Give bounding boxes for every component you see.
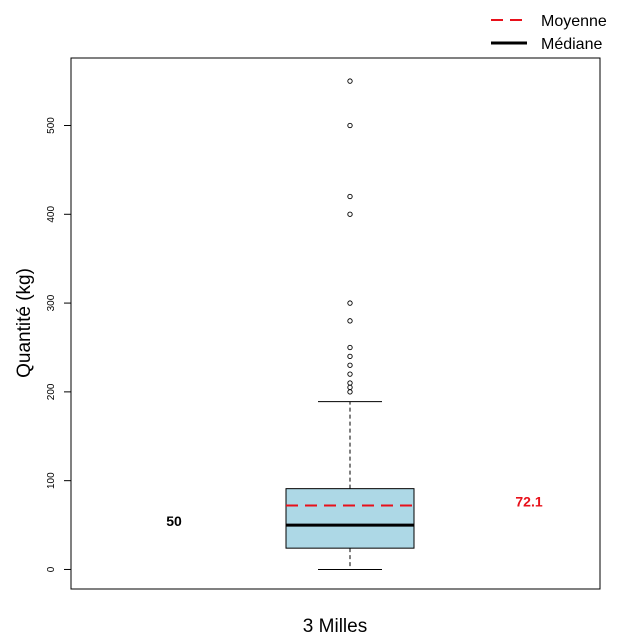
outlier-point	[347, 362, 353, 368]
box-plot	[285, 78, 415, 570]
legend: Moyenne Médiane	[491, 13, 607, 53]
outlier-point	[347, 371, 353, 377]
x-axis-title: 3 Milles	[303, 616, 367, 637]
outlier-point	[347, 122, 353, 129]
y-tick-label: 400	[46, 206, 57, 223]
legend-median-label: Médiane	[541, 36, 602, 53]
outlier-point	[347, 211, 353, 217]
y-axis-title: Quantité (kg)	[14, 268, 35, 378]
y-tick-label: 200	[46, 383, 57, 400]
outlier-point	[347, 384, 353, 391]
outlier-point	[347, 389, 353, 395]
outlier-point	[347, 300, 353, 306]
outlier-point	[347, 193, 353, 200]
y-tick-label: 0	[46, 566, 57, 572]
outlier-point	[347, 353, 353, 360]
y-tick-label: 300	[46, 294, 57, 311]
interquartile-box	[285, 488, 415, 549]
outlier-points	[347, 78, 353, 395]
outlier-point	[347, 380, 353, 386]
y-axis: 0 100 200 300 400 500	[46, 117, 72, 572]
outlier-point	[347, 344, 353, 351]
legend-mean-label: Moyenne	[541, 13, 607, 30]
outlier-point	[347, 78, 353, 84]
outlier-point	[347, 318, 353, 324]
y-tick-label: 100	[46, 472, 57, 489]
median-value-label: 50	[166, 513, 182, 529]
y-tick-label: 500	[46, 117, 57, 134]
mean-value-label: 72.1	[515, 493, 542, 509]
